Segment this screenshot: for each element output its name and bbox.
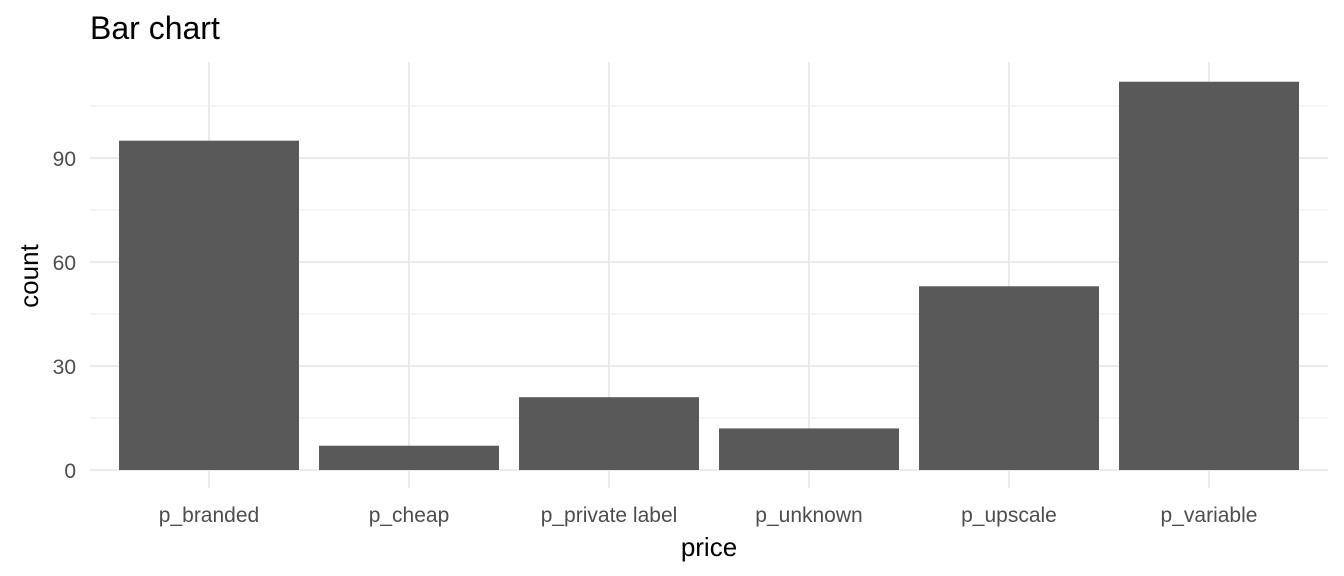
chart-title: Bar chart — [90, 10, 220, 46]
x-tick-label: p_cheap — [369, 504, 450, 527]
x-tick-label: p_private label — [541, 504, 678, 527]
y-tick-label: 90 — [53, 148, 76, 171]
x-tick-label: p_unknown — [755, 504, 862, 527]
bars — [119, 81, 1299, 470]
bar-p_branded — [119, 140, 299, 470]
x-tick-label: p_branded — [159, 504, 259, 527]
y-axis-title: count — [14, 243, 44, 307]
y-tick-label: 60 — [53, 252, 76, 275]
x-tick-labels: p_branded p_cheap p_private label p_unknown… — [159, 504, 1258, 527]
bar-p_cheap — [319, 445, 499, 470]
bar-p_variable — [1119, 81, 1299, 470]
bar-p_private-label — [519, 397, 699, 470]
y-tick-labels: 0 30 60 90 — [53, 148, 76, 483]
y-tick-label: 0 — [64, 460, 76, 483]
x-axis-title: price — [681, 532, 737, 562]
bar-p_upscale — [919, 286, 1099, 470]
x-tick-label: p_upscale — [961, 504, 1057, 527]
x-tick-label: p_variable — [1161, 504, 1258, 527]
bar-p_unknown — [719, 428, 899, 470]
y-tick-label: 30 — [53, 356, 76, 379]
